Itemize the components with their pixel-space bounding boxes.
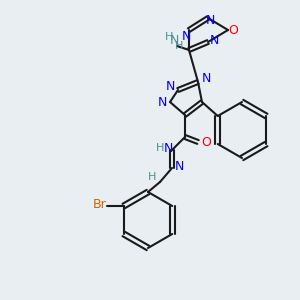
Text: O: O bbox=[228, 23, 238, 37]
Text: N: N bbox=[181, 29, 191, 43]
Text: H: H bbox=[165, 32, 173, 42]
Text: Br: Br bbox=[93, 197, 106, 211]
Text: O: O bbox=[201, 136, 211, 148]
Text: N: N bbox=[157, 95, 167, 109]
Text: H: H bbox=[148, 172, 156, 182]
Text: H: H bbox=[156, 143, 164, 153]
Text: H: H bbox=[175, 41, 183, 51]
Text: N: N bbox=[174, 160, 184, 172]
Text: N: N bbox=[169, 34, 179, 46]
Text: N: N bbox=[205, 14, 215, 28]
Text: N: N bbox=[163, 142, 173, 154]
Text: N: N bbox=[201, 73, 211, 85]
Text: N: N bbox=[209, 34, 219, 46]
Text: N: N bbox=[165, 80, 175, 94]
